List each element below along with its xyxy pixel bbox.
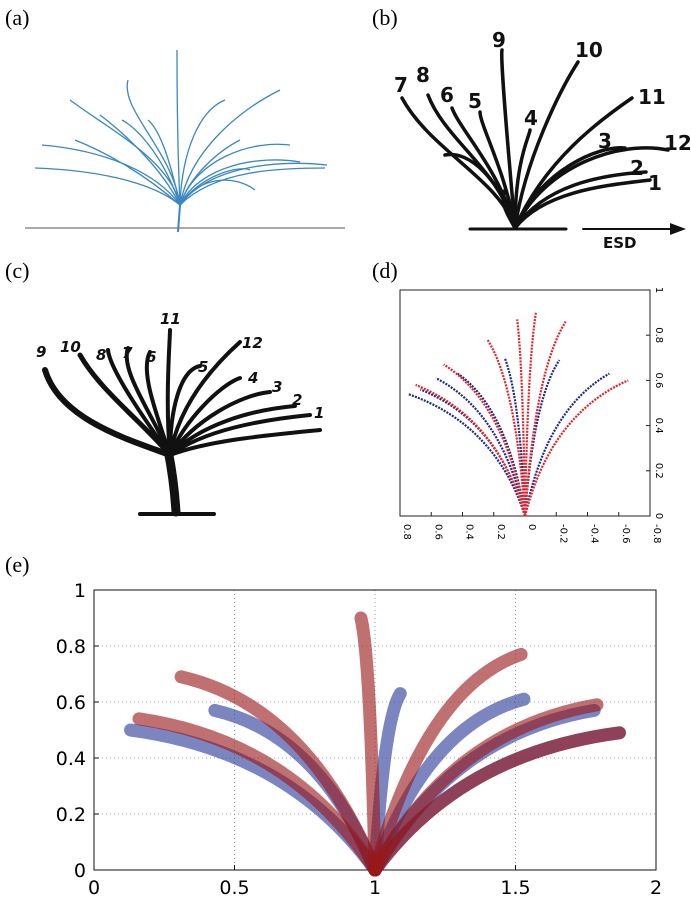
panel-b-number-6: 6 — [440, 83, 454, 107]
panel-e-curve — [174, 670, 382, 877]
panel-d-ytick-label: 0.8 — [653, 327, 664, 343]
panel-c-number-7: 7 — [122, 344, 133, 362]
panel-c-drawing — [42, 328, 322, 517]
panel-d-curve — [415, 383, 527, 517]
panel-e-curve — [132, 712, 382, 877]
panel-d-curve — [523, 312, 538, 517]
panel-d-chart: 0.8 0.6 0.4 0.2 0 -0.2 -0.4 -0.6 -0.8 0 0.2 0.4 0.6 0… — [399, 287, 664, 544]
panel-c-number-2: 2 — [292, 391, 302, 409]
panel-d-xtick-label: -0.4 — [589, 524, 600, 544]
panel-d-curve — [407, 392, 527, 517]
panel-e-ytick-label: 0.4 — [56, 748, 86, 770]
panel-b-number-4: 4 — [524, 106, 538, 130]
panel-b-number-5: 5 — [468, 89, 482, 113]
panel-b-drawing — [400, 48, 686, 235]
panel-e-ticks: 0 0.5 1 1.5 2 0 0.2 0.4 0.6 0.8 1 — [56, 580, 662, 899]
panel-d-ytick-label: 0 — [653, 513, 664, 519]
panel-b-number-3: 3 — [598, 129, 612, 153]
panel-e-ytick-label: 0.2 — [56, 804, 86, 826]
panel-b-number-11: 11 — [638, 85, 666, 109]
panel-d-xtick-label: 0.6 — [432, 524, 443, 540]
panel-c-number-10: 10 — [60, 338, 81, 356]
panel-c-number-1: 1 — [314, 404, 324, 422]
panel-d-xtick-label: -0.6 — [620, 524, 631, 544]
panel-b-number-10: 10 — [575, 38, 603, 62]
panel-c-number-6: 6 — [146, 348, 156, 366]
panel-e-series — [124, 611, 626, 877]
panel-b-number-7: 7 — [394, 73, 408, 97]
panel-d-xtick-label: 0.8 — [401, 524, 412, 540]
panel-d-xtick-label: 0 — [526, 524, 537, 530]
panel-b-labels: 1 2 3 4 5 6 7 8 9 10 11 12 ESD — [394, 28, 691, 252]
panel-c-number-12: 12 — [242, 334, 263, 352]
panel-d-curve — [457, 372, 527, 517]
panel-b-number-2: 2 — [630, 156, 644, 180]
panel-c-number-4: 4 — [247, 369, 258, 387]
panel-e-xtick-label: 1 — [369, 877, 381, 899]
panel-e-ytick-label: 0.6 — [56, 692, 86, 714]
panel-label-a: (a) — [5, 5, 30, 30]
panel-d-xtick-label: -0.2 — [557, 524, 568, 544]
panel-d-ytick-label: 0.4 — [653, 418, 664, 434]
panel-b-arrow-label: ESD — [603, 234, 637, 252]
panel-d-ticks: 0.8 0.6 0.4 0.2 0 -0.2 -0.4 -0.6 -0.8 0 0.2 0.4 0.6 0… — [399, 287, 664, 544]
panel-b-number-12: 12 — [664, 131, 691, 155]
panel-e-ytick-label: 0.8 — [56, 636, 86, 658]
panel-d-xtick-label: -0.8 — [651, 524, 662, 544]
panel-label-c: (c) — [5, 258, 30, 283]
panel-e-xtick-label: 2 — [650, 877, 662, 899]
panel-d-curve — [443, 363, 527, 517]
panel-label-e: (e) — [5, 552, 30, 577]
panel-d-ytick-label: 0.6 — [653, 372, 664, 388]
panel-e-xtick-label: 1.5 — [500, 877, 530, 899]
panel-d-ytick-label: 0.2 — [653, 463, 664, 479]
panel-c-labels: 1 2 3 4 5 6 7 8 9 10 11 12 — [36, 310, 324, 422]
panel-b-number-8: 8 — [416, 63, 430, 87]
panel-d-curve — [516, 319, 527, 517]
panel-c-number-9: 9 — [36, 343, 46, 361]
panel-b-number-1: 1 — [648, 171, 662, 195]
panel-d-curve — [523, 379, 629, 517]
panel-d-curve — [486, 339, 527, 517]
panel-e-xtick-label: 0 — [88, 877, 100, 899]
panel-d-xtick-label: 0.2 — [495, 524, 506, 540]
panel-e-chart: 0 0.5 1 1.5 2 0 0.2 0.4 0.6 0.8 1 — [56, 580, 662, 899]
panel-label-b: (b) — [372, 5, 398, 30]
panel-d-curve — [435, 377, 527, 517]
panel-e-ytick-label: 1 — [74, 580, 86, 602]
panel-c-number-8: 8 — [96, 346, 106, 364]
panel-a-drawing — [25, 49, 345, 233]
panel-d-curve — [523, 321, 567, 517]
panel-c-number-11: 11 — [160, 310, 181, 328]
panel-label-d: (d) — [372, 258, 398, 283]
panel-d-xtick-label: 0.4 — [464, 524, 475, 540]
panel-c-number-3: 3 — [272, 378, 282, 396]
panel-d-curve — [523, 372, 610, 517]
panel-e-ytick-label: 0 — [74, 860, 86, 882]
panel-c-number-5: 5 — [198, 358, 208, 376]
panel-e-xtick-label: 0.5 — [219, 877, 249, 899]
panel-a-stem — [177, 204, 181, 233]
panel-d-ytick-label: 1 — [653, 287, 664, 293]
panel-d-series — [407, 312, 629, 517]
panel-e-curve — [354, 611, 382, 877]
panel-e-curve — [368, 726, 626, 877]
panel-b-number-9: 9 — [492, 28, 506, 52]
panel-e-curve — [368, 647, 528, 877]
